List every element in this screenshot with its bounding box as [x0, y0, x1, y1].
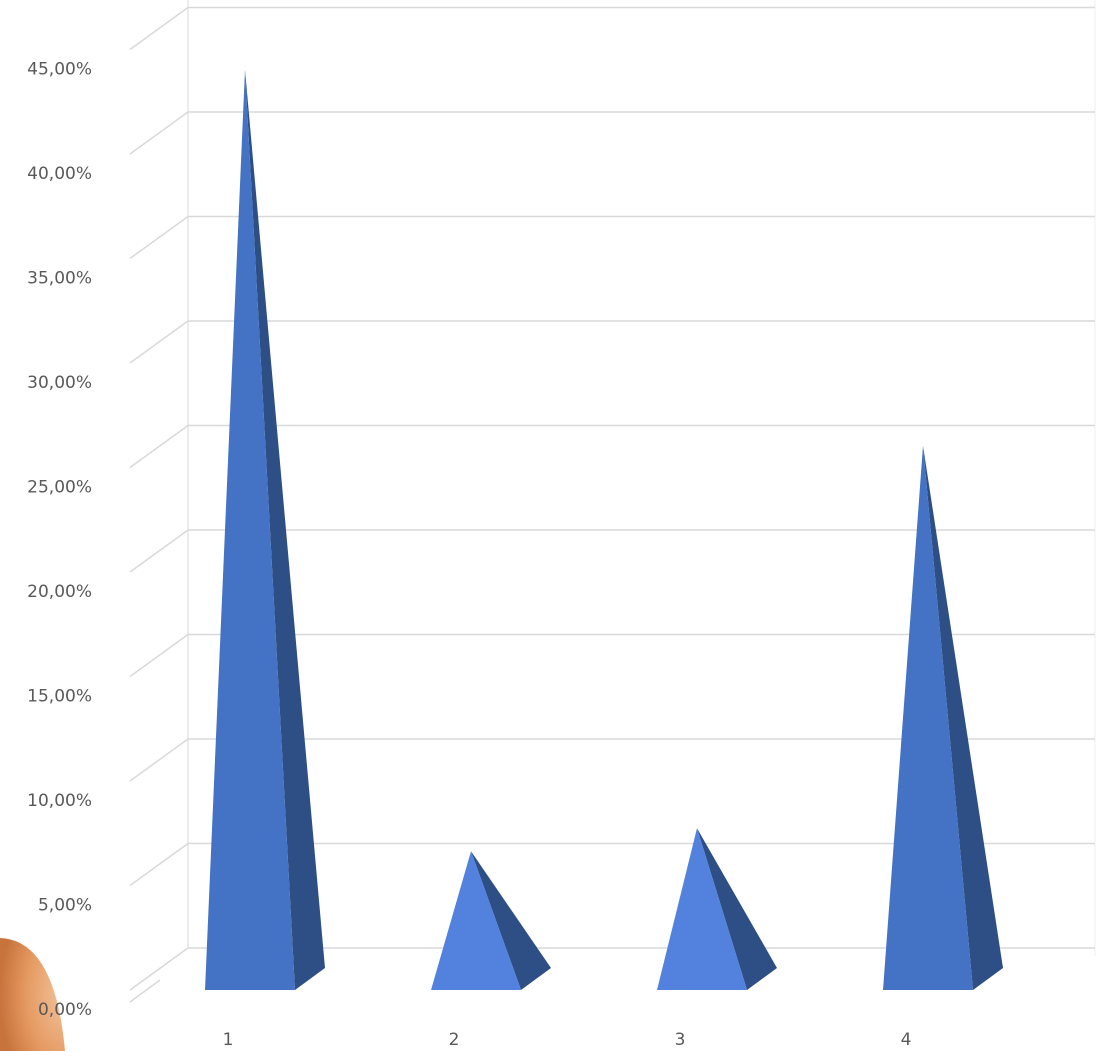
gridline-depth-4 [129, 529, 189, 573]
y-tick-label: 15,00% [27, 687, 92, 707]
y-tick-label: 5,00% [38, 896, 92, 916]
gridline-depth-2 [129, 738, 189, 782]
y-tick-label: 25,00% [27, 478, 92, 498]
pyramid-side-4 [923, 445, 1003, 990]
pyramid-bar-3 [657, 828, 747, 990]
gridline-depth-7 [129, 215, 189, 260]
gridline-depth-9 [129, 6, 189, 51]
floor-edge [129, 979, 161, 1003]
x-tick-label: 2 [449, 1030, 460, 1050]
y-tick-label: 20,00% [27, 582, 92, 602]
gridline-depth-5 [129, 424, 189, 469]
y-tick-label: 40,00% [27, 164, 92, 184]
pyramid-side-3 [697, 828, 777, 990]
y-tick-label: 45,00% [27, 60, 92, 80]
y-tick-label: 0,00% [38, 1000, 92, 1020]
gridline-depth-0 [129, 947, 189, 991]
x-tick-label: 4 [901, 1030, 912, 1050]
x-tick-label: 1 [223, 1030, 234, 1050]
pyramid-bar-1 [205, 69, 295, 990]
x-tick-label: 3 [675, 1030, 686, 1050]
gridline-depth-3 [129, 633, 189, 678]
decorative-wedge [0, 938, 65, 1051]
gridline-depth-6 [129, 320, 189, 364]
pyramid-side-2 [471, 851, 551, 990]
y-tick-label: 35,00% [27, 269, 92, 289]
gridline-depth-1 [129, 842, 189, 887]
pyramid-bar-4 [883, 445, 973, 990]
y-tick-label: 10,00% [27, 791, 92, 811]
pyramid-bar-2 [431, 851, 521, 990]
gridline-depth-8 [129, 111, 189, 155]
y-tick-label: 30,00% [27, 373, 92, 393]
pyramid-side-1 [245, 69, 325, 990]
